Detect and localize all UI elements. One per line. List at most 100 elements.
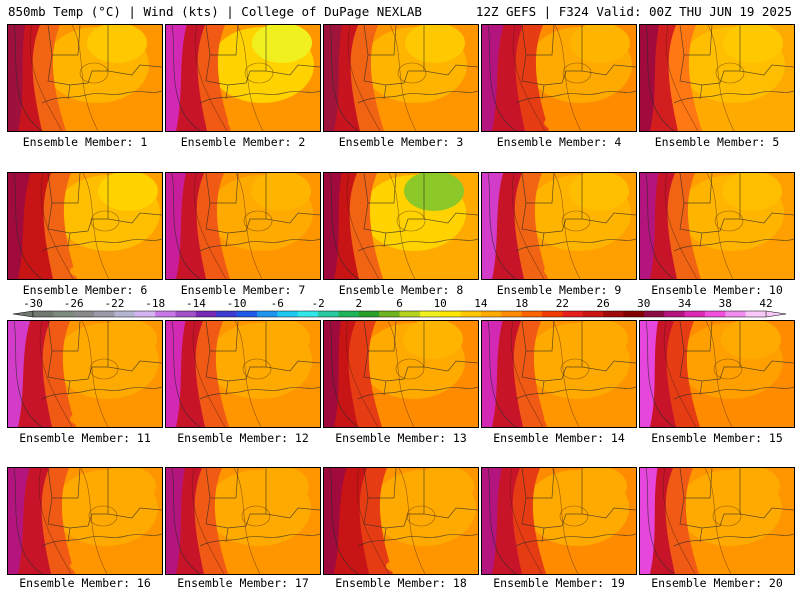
temperature-map — [640, 468, 794, 574]
colorbar-swatch — [480, 311, 502, 317]
map-boundaries — [645, 468, 794, 574]
map-boundaries — [645, 25, 794, 131]
ensemble-panel — [323, 467, 479, 575]
ensemble-panel — [639, 172, 795, 280]
panel-label: Ensemble Member: 1 — [22, 135, 148, 149]
height-contours — [39, 321, 119, 427]
map-boundaries — [329, 321, 478, 427]
colorbar-tick-label: -18 — [145, 297, 165, 310]
colorbar-tick-label: 38 — [719, 297, 732, 310]
ensemble-panel — [165, 172, 321, 280]
temperature-map — [166, 25, 320, 131]
temperature-map — [8, 173, 162, 279]
colorbar-tick-label: 22 — [556, 297, 569, 310]
colorbar-swatch — [379, 311, 400, 317]
map-boundaries — [329, 25, 478, 131]
ensemble-panel — [323, 172, 479, 280]
colorbar-swatch — [256, 311, 278, 317]
colorbar-swatch — [277, 311, 298, 317]
colorbar-tick-label: -14 — [186, 297, 206, 310]
colorbar-tick-label: 6 — [396, 297, 403, 310]
height-contours — [512, 25, 592, 131]
colorbar-swatch — [195, 311, 217, 317]
ensemble-panel — [323, 24, 479, 132]
temperature-map — [166, 321, 320, 427]
colorbar-swatch — [643, 311, 665, 317]
panel-label: Ensemble Member: 2 — [180, 135, 306, 149]
colorbar-tick-label: -2 — [311, 297, 324, 310]
height-contours — [193, 173, 273, 279]
temperature-map — [640, 321, 794, 427]
temperature-map — [640, 25, 794, 131]
ensemble-panel — [165, 320, 321, 428]
panel-label: Ensemble Member: 4 — [496, 135, 622, 149]
map-title: 850mb Temp (°C) | Wind (kts) | College o… — [8, 4, 422, 19]
colorbar-swatch — [318, 311, 339, 317]
temperature-map — [482, 321, 636, 427]
colorbar-swatch — [623, 311, 645, 317]
colorbar-swatch — [542, 311, 563, 317]
colorbar-swatch — [501, 311, 522, 317]
height-contours — [664, 173, 744, 279]
colorbar-swatch — [460, 311, 482, 317]
colorbar-tick-label: -30 — [23, 297, 43, 310]
ensemble-panel — [481, 467, 637, 575]
colorbar-swatch — [297, 311, 319, 317]
panel-label: Ensemble Member: 11 — [19, 431, 151, 445]
colorbar-swatch — [338, 311, 360, 317]
colorbar-swatch — [33, 311, 54, 317]
colorbar-tick-label: 10 — [434, 297, 447, 310]
colorbar-tick-label: -6 — [271, 297, 284, 310]
height-contours — [346, 173, 426, 279]
map-boundaries — [329, 173, 478, 279]
panel-label: Ensemble Member: 7 — [180, 283, 306, 297]
map-boundaries — [645, 321, 794, 427]
temperature-map — [324, 25, 478, 131]
colorbar-swatch — [745, 311, 767, 317]
height-contours — [194, 25, 274, 131]
colorbar-swatch — [53, 311, 75, 317]
ensemble-panel — [7, 172, 163, 280]
panel-label: Ensemble Member: 10 — [651, 283, 783, 297]
colorbar-tick-label: -26 — [64, 297, 84, 310]
map-boundaries — [13, 25, 162, 131]
panel-label: Ensemble Member: 8 — [338, 283, 464, 297]
ensemble-panel — [323, 320, 479, 428]
temperature-map — [324, 173, 478, 279]
colorbar-swatch — [94, 311, 115, 317]
colorbar-tick-label: 14 — [474, 297, 488, 310]
map-boundaries — [645, 173, 794, 279]
height-contours — [665, 25, 745, 131]
height-contours — [510, 321, 590, 427]
panel-label: Ensemble Member: 16 — [19, 576, 151, 590]
height-contours — [663, 321, 743, 427]
ensemble-panel — [481, 24, 637, 132]
panel-label: Ensemble Member: 3 — [338, 135, 464, 149]
height-contours — [38, 468, 118, 574]
temperature-map — [324, 468, 478, 574]
colorbar-tick-label: -22 — [104, 297, 124, 310]
height-contours — [345, 321, 425, 427]
ensemble-panel — [165, 467, 321, 575]
colorbar-swatch — [684, 311, 706, 317]
colorbar-swatch — [236, 311, 258, 317]
temperature-map — [166, 468, 320, 574]
map-boundaries — [171, 173, 320, 279]
panel-label: Ensemble Member: 20 — [651, 576, 783, 590]
temperature-colorbar: -30 -26 -22 -18 -14 -10 -6 -2 2 6 10 14 18 22 26 30 34 38… — [12, 297, 787, 318]
colorbar-swatch — [582, 311, 604, 317]
colorbar-swatch — [562, 311, 584, 317]
height-contours — [347, 25, 427, 131]
map-boundaries — [171, 25, 320, 131]
map-boundaries — [487, 173, 636, 279]
colorbar-tick-label: 26 — [596, 297, 609, 310]
temperature-map — [482, 173, 636, 279]
colorbar-swatch — [134, 311, 156, 317]
map-boundaries — [171, 468, 320, 574]
height-contours — [509, 468, 589, 574]
height-contours — [191, 468, 271, 574]
map-boundaries — [487, 321, 636, 427]
colorbar-swatch — [664, 311, 685, 317]
colorbar-tick-label: 30 — [637, 297, 650, 310]
ensemble-panel — [481, 172, 637, 280]
